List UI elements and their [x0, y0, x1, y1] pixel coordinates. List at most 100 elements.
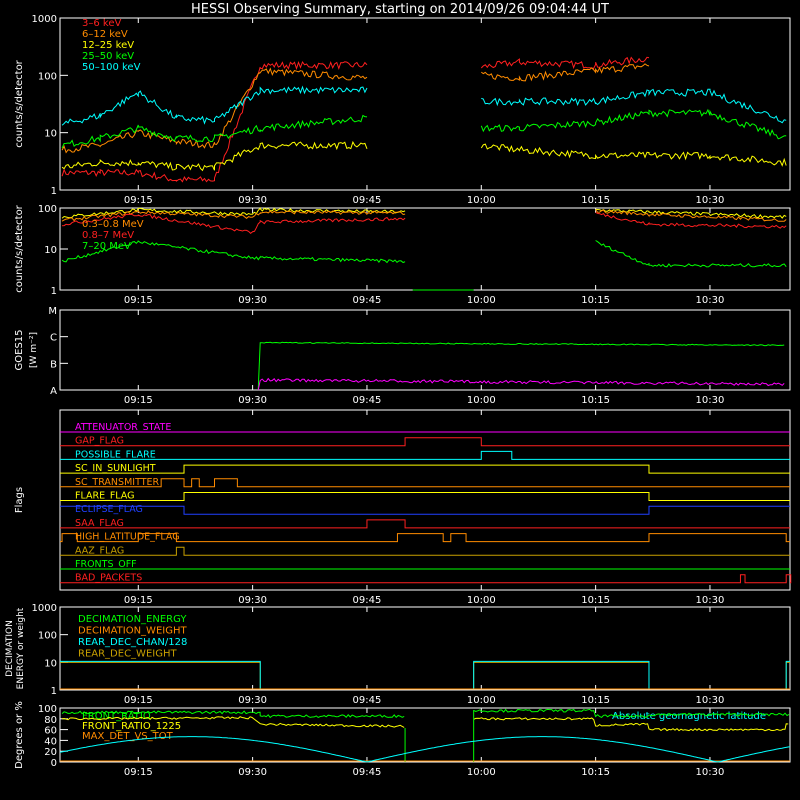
panel-ratios: 09:15 09:30 09:45 10:00 10:15 10:30 0204060801…: [14, 701, 791, 778]
x-tick-label: 10:30: [696, 195, 725, 206]
panels: 09:15 09:30 09:45 10:00 10:15 10:301101001000…: [5, 14, 792, 778]
series-line: [59, 736, 791, 763]
x-tick-label: 10:30: [696, 295, 725, 306]
y-tick-label: C: [50, 333, 57, 344]
legend-entry: FRONT_RATIO: [82, 711, 151, 722]
flag-label: HIGH_LATITUDE_FLAG: [75, 532, 180, 543]
series-line: [61, 708, 790, 719]
x-tick-label: 09:30: [238, 767, 267, 778]
flag-label: FLARE_FLAG: [75, 491, 135, 502]
x-tick-label: 09:15: [124, 595, 153, 606]
x-tick-label: 10:15: [581, 395, 610, 406]
series-line: [61, 56, 650, 183]
x-tick-label: 10:00: [467, 767, 496, 778]
x-tick-label: 09:30: [238, 595, 267, 606]
y-tick-label: 100: [38, 704, 57, 715]
y-tick-label: 40: [44, 736, 57, 747]
x-tick-label: 09:30: [238, 395, 267, 406]
x-tick-label: 10:30: [696, 595, 725, 606]
series-line: [62, 211, 787, 234]
flag-trace: [60, 478, 790, 488]
flag-label: SC_TRANSMITTER: [75, 477, 160, 488]
x-tick-label: 10:30: [696, 395, 725, 406]
legend-entry: REAR_DEC_WEIGHT: [78, 649, 177, 660]
y-tick-label: 10: [44, 129, 57, 140]
x-tick-label: 09:45: [353, 195, 382, 206]
y-tick-label: 80: [44, 715, 57, 726]
y-axis-label: GOES15: [14, 329, 25, 370]
series-line: [61, 85, 787, 126]
plot-frame: [59, 707, 791, 763]
legend-entry: 12–25 keV: [82, 40, 134, 51]
x-tick-label: 09:30: [238, 295, 267, 306]
x-tick-label: 10:30: [696, 695, 725, 706]
plot-frame: [59, 309, 791, 391]
legend-entry: DECIMATION_ENERGY: [78, 614, 187, 625]
y-axis-unit: [W m⁻²]: [29, 332, 39, 368]
flag-trace: [60, 492, 790, 501]
y-tick-label: M: [48, 306, 57, 317]
panel-flags: 09:15 09:30 09:45 10:00 10:15 10:30 Flags ATTEN…: [14, 409, 792, 606]
legend-entry: 25–50 keV: [82, 51, 134, 62]
x-tick-label: 10:00: [467, 395, 496, 406]
series-line: [62, 716, 789, 732]
x-tick-label: 09:15: [124, 695, 153, 706]
flag-trace: [60, 464, 790, 474]
series-line: [61, 140, 787, 172]
x-tick-label: 09:45: [353, 595, 382, 606]
flag-trace: [60, 450, 790, 460]
legend-entry: REAR_DEC_CHAN/128: [78, 637, 187, 648]
y-tick-label: 1: [51, 686, 57, 697]
flag-trace: [60, 546, 790, 556]
flag-label: POSSIBLE_FLARE: [75, 449, 156, 460]
panel-high-energy: 09:15 09:30 09:45 10:00 10:15 10:30 1 10 100 coun…: [14, 204, 791, 306]
series-line: [61, 63, 650, 154]
y-tick-label: 1000: [32, 603, 57, 614]
flag-label: FRONTS_OFF: [75, 559, 137, 570]
figure-title: HESSI Observing Summary, starting on 201…: [191, 2, 609, 17]
x-tick-label: 10:00: [467, 595, 496, 606]
panel-count-rates: 09:15 09:30 09:45 10:00 10:15 10:30 1 10 100 1000…: [14, 14, 791, 206]
legend-entry: Absolute geomagnetic latitude: [612, 711, 766, 722]
plot-frame: [59, 17, 791, 191]
y-tick-label: 1000: [32, 14, 57, 25]
flag-trace: [60, 533, 790, 543]
series-line: [61, 240, 787, 268]
series-line: [257, 377, 785, 391]
flag-label: GAP_FLAG: [75, 436, 124, 447]
x-tick-label: 10:00: [467, 195, 496, 206]
x-tick-label: 09:30: [238, 695, 267, 706]
flag-label: SC_IN_SUNLIGHT: [75, 463, 156, 474]
y-tick-label: 100: [38, 631, 57, 642]
flag-trace: [60, 505, 790, 515]
legend-entry: MAX_DET_VS_TOT: [82, 731, 174, 742]
y-axis-label: Degrees or %: [14, 701, 25, 769]
x-tick-label: 10:30: [696, 767, 725, 778]
flag-label: SAA_FLAG: [75, 518, 124, 529]
y-axis-label: counts/s/detector: [14, 204, 25, 292]
y-tick-label: 0: [51, 758, 57, 769]
legend-entry: 50–100 keV: [82, 62, 141, 73]
x-tick-label: 10:15: [581, 695, 610, 706]
flag-trace: [60, 574, 792, 584]
legend-entry: 6–12 keV: [82, 29, 128, 40]
y-axis-label: ENERGY or weight: [16, 607, 26, 689]
y-tick-label: A: [50, 386, 57, 397]
panel-goes15: 09:15 09:30 09:45 10:00 10:15 10:30 A B C M GOES15…: [14, 306, 791, 406]
x-tick-label: 10:15: [581, 195, 610, 206]
x-tick-label: 10:15: [581, 767, 610, 778]
y-tick-label: 100: [38, 71, 57, 82]
y-axis-label: counts/s/detector: [14, 59, 25, 147]
y-axis-label: Flags: [14, 487, 25, 513]
x-tick-label: 09:45: [353, 395, 382, 406]
y-tick-label: B: [50, 359, 57, 370]
x-tick-label: 09:15: [124, 767, 153, 778]
legend-entry: 0.3–0.8 MeV: [82, 219, 144, 230]
x-tick-label: 09:15: [124, 395, 153, 406]
x-tick-label: 10:15: [581, 295, 610, 306]
legend-entry: 0.8–7 MeV: [82, 230, 134, 241]
legend-entry: DECIMATION_WEIGHT: [78, 626, 187, 637]
x-tick-label: 09:45: [353, 767, 382, 778]
series-line: [61, 108, 787, 149]
x-tick-label: 09:45: [353, 295, 382, 306]
